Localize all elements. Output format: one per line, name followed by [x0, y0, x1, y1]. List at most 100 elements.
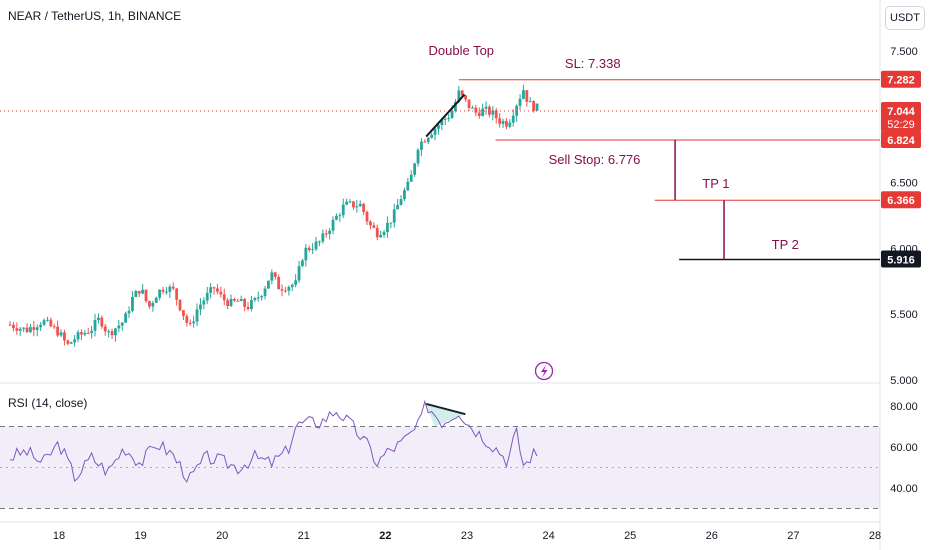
candle-body: [148, 301, 151, 307]
candle-body: [178, 299, 182, 311]
candle-body: [474, 107, 478, 113]
candle-body: [250, 300, 253, 309]
candle-body: [413, 163, 417, 175]
candle-body: [409, 174, 413, 182]
tp1-price-tag-bg: [881, 191, 921, 209]
candle-body: [426, 137, 430, 142]
sl-price-tag-bg: [881, 70, 921, 88]
candle-body: [518, 98, 522, 106]
candle-body: [304, 247, 308, 261]
candle-body: [233, 298, 236, 301]
candle-body: [195, 309, 199, 322]
candle-body: [311, 249, 315, 251]
candle-body: [127, 310, 131, 314]
candle-body: [457, 90, 461, 102]
candle-body: [440, 119, 444, 126]
candle-body: [328, 230, 332, 234]
candle-body: [25, 327, 29, 333]
candle-body: [137, 290, 141, 294]
candle-body: [270, 272, 274, 281]
candle-body: [403, 190, 406, 200]
tp1-label: TP 1: [702, 176, 729, 191]
candle-body: [66, 340, 70, 344]
candle-body: [192, 321, 196, 324]
candle-body: [355, 206, 359, 208]
rsi-divergence-fill: [426, 403, 466, 427]
time-tick-label: 23: [461, 530, 473, 542]
candle-body: [341, 204, 345, 216]
candle-body: [314, 241, 318, 250]
rsi-divergence-line: [425, 402, 466, 416]
candle-body: [243, 299, 247, 307]
double-top-line: [425, 93, 466, 138]
candle-body: [260, 296, 264, 298]
candle-body: [382, 232, 386, 235]
unit-button[interactable]: USDT: [885, 6, 925, 30]
candle-body: [100, 317, 104, 327]
candle-body: [399, 199, 403, 205]
candle-body: [392, 209, 396, 223]
time-tick-label: 25: [624, 530, 636, 542]
candle-body: [498, 118, 502, 124]
candle-body: [29, 327, 32, 333]
candle-body: [158, 289, 162, 298]
candle-body: [171, 286, 175, 289]
candle-body: [505, 121, 508, 127]
candle-body: [56, 326, 60, 336]
candle-body: [362, 203, 366, 212]
candle-body: [406, 181, 410, 191]
candle-body: [168, 286, 172, 292]
candle-body: [396, 204, 400, 210]
rsi-tick-label: 40.00: [890, 483, 918, 495]
tp1-price-tag: 6.366: [887, 195, 915, 207]
price-tick-label: 5.000: [890, 375, 918, 387]
tp2-price-tag-bg: [881, 250, 921, 268]
candle-body: [205, 292, 209, 301]
time-tick-label: 21: [298, 530, 310, 542]
candle-body: [501, 121, 505, 124]
time-tick-label: 20: [216, 530, 228, 542]
candle-body: [267, 280, 270, 289]
candle-body: [12, 324, 15, 329]
chart-title: NEAR / TetherUS, 1h, BINANCE: [8, 9, 182, 23]
candle-body: [86, 332, 90, 334]
rsi-title: RSI (14, close): [8, 396, 88, 410]
candle-body: [93, 319, 97, 331]
candle-body: [386, 222, 389, 233]
rsi-line: [9, 399, 538, 483]
candle-body: [372, 225, 376, 228]
candle-body: [379, 234, 383, 238]
candle-body: [199, 304, 202, 310]
candle-body: [345, 201, 349, 205]
candle-body: [273, 272, 277, 277]
candle-body: [481, 108, 485, 116]
candle-body: [284, 290, 287, 292]
candle-body: [35, 327, 39, 330]
candle-body: [59, 332, 63, 336]
time-tick-label: 28: [869, 530, 881, 542]
candle-body: [494, 110, 498, 119]
candle-body: [447, 118, 451, 120]
candle-body: [369, 221, 372, 226]
rsi-tick-label: 80.00: [890, 401, 918, 413]
candle-body: [52, 326, 56, 328]
time-tick-label: 27: [787, 530, 799, 542]
grid: [0, 0, 881, 550]
candle-body: [219, 291, 223, 295]
candle-body: [471, 107, 474, 109]
candle-body: [280, 289, 284, 291]
sl-price-tag: 7.282: [887, 75, 915, 87]
time-tick-label: 19: [134, 530, 146, 542]
candle-body: [488, 106, 491, 115]
price-pane: Double Top SL: 7.338 Sell Stop: 6.776 TP 1 T…: [0, 43, 880, 381]
candle-body: [8, 324, 12, 326]
candle-body: [307, 247, 311, 251]
candle-body: [416, 149, 420, 164]
current-price-tag-bg: [881, 102, 921, 133]
candle-body: [49, 319, 53, 327]
candle-body: [277, 276, 281, 290]
candle-body: [420, 141, 423, 150]
candle-body: [15, 328, 19, 331]
candle-body: [239, 299, 243, 302]
candle-body: [246, 306, 250, 309]
